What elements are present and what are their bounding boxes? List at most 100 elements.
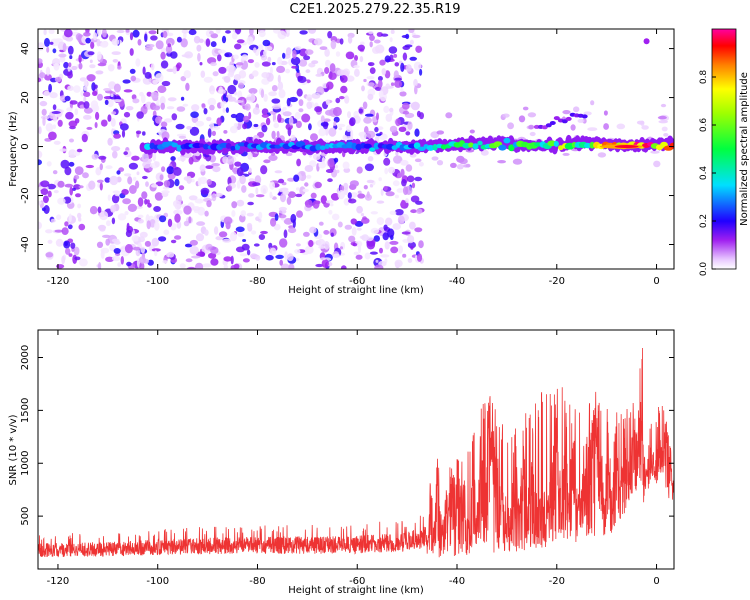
spectrogram-noise-blob (360, 131, 367, 141)
spectrogram-noise-blob (89, 64, 96, 69)
spectrogram-panel: -120 -100 -80 -60 -40 -20 0 -40 -20 0 20 40 Height… (8, 28, 675, 296)
spectrogram-noise-blob (362, 101, 368, 110)
spectrogram-noise-blob (196, 221, 206, 226)
spectrogram-noise-blob (395, 151, 399, 156)
spectrogram-noise-blob (445, 112, 453, 119)
spectrogram-band-core (171, 142, 178, 148)
spectrogram-noise-blob (124, 244, 133, 254)
spectrogram-noise-blob (366, 130, 376, 139)
spectrogram-noise-blob (205, 38, 211, 47)
spectrogram-noise-blob (361, 217, 370, 224)
spectrogram-noise-blob (287, 253, 294, 262)
snr-panel: -120 -100 -80 -60 -40 -20 0 500 1000 1500 2000 He… (8, 329, 675, 596)
spectrogram-noise-blob (41, 108, 47, 116)
spectrogram-band-core (324, 143, 330, 149)
spectrogram-noise-blob (91, 106, 98, 111)
spectrogram-noise-blob (315, 263, 324, 268)
spectrogram-noise-blob (397, 172, 403, 179)
spectrogram-noise-blob (176, 36, 182, 43)
spectrogram-noise-blob (167, 97, 177, 102)
spectrogram-noise-blob (67, 45, 74, 55)
spectrogram-noise-blob (142, 160, 152, 169)
spectrogram-noise-blob (282, 106, 287, 111)
spectrogram-noise-blob (308, 29, 317, 34)
spectrogram-noise-blob (283, 229, 288, 239)
spectrogram-noise-blob (285, 152, 293, 157)
spectrogram-noise-blob (349, 180, 359, 187)
spectrogram-noise-blob (53, 62, 60, 71)
spectrogram-noise-blob (301, 113, 311, 123)
spectrogram-noise-blob (380, 254, 390, 258)
spectrogram-noise-blob (110, 117, 116, 127)
spectrogram-noise-blob (123, 151, 128, 156)
spectrogram-noise-blob (83, 114, 92, 120)
spectrogram-noise-blob (394, 62, 400, 67)
spectrogram-noise-blob (431, 156, 439, 161)
spectrogram-noise-blob (241, 185, 247, 193)
spectrogram-noise-blob (278, 214, 287, 219)
spectrogram-noise-blob (273, 122, 280, 129)
spectrogram-noise-blob (176, 62, 182, 69)
spectrogram-noise-blob (68, 120, 78, 128)
spectrogram-noise-blob (335, 169, 340, 174)
spectrogram-noise-blob (295, 120, 302, 129)
spectrogram-noise-blob (201, 103, 206, 108)
spectrogram-noise-blob (96, 38, 101, 47)
spectrogram-noise-blob (60, 159, 70, 169)
spectrogram-noise-blob (269, 191, 273, 198)
spectrogram-noise-blob (129, 185, 137, 194)
spectrogram-noise-blob (102, 234, 111, 238)
spectrogram-noise-blob (112, 99, 122, 103)
spectrogram-noise-blob (277, 113, 282, 123)
spectrogram-noise-blob (357, 193, 366, 199)
spectrogram-noise-blob (414, 85, 418, 95)
spectrogram-noise-blob (369, 34, 375, 42)
spectrogram-noise-blob (264, 45, 273, 51)
spectrogram-noise-blob (358, 108, 363, 114)
spectrogram-noise-blob (38, 58, 43, 64)
snr-x-tick-label: -120 (47, 576, 70, 587)
spectrogram-noise-blob (370, 211, 378, 215)
spectrogram-noise-blob (74, 108, 79, 116)
spectrogram-noise-blob (278, 206, 287, 211)
spectrogram-noise-blob (65, 247, 71, 255)
snr-y-ticks: 500 1000 1500 2000 (20, 345, 674, 526)
spectrogram-noise-blob (215, 192, 223, 198)
spectrogram-noise-blob (197, 177, 202, 187)
spectrogram-band-core (230, 145, 236, 151)
spectrogram-noise-blob (74, 256, 81, 261)
spectrogram-noise-blob (364, 113, 374, 117)
spectrogram-noise-blob (328, 127, 337, 137)
spectrogram-noise-blob (97, 93, 103, 101)
spectrogram-noise-blob (59, 148, 68, 152)
spectrogram-noise-blob (261, 124, 268, 133)
spectrogram-noise-blob (218, 66, 227, 74)
spectrogram-noise-blob (246, 222, 253, 229)
spectrogram-noise-blob (83, 107, 93, 114)
spectrogram-noise-blob (194, 198, 204, 204)
spectrogram-band-core (144, 143, 152, 150)
spectrogram-noise-blob (379, 59, 386, 66)
spectrogram-noise-blob (389, 107, 394, 113)
spectrogram-noise-blob (183, 220, 190, 227)
spectrogram-noise-blob (343, 182, 349, 191)
spectrogram-noise-blob (276, 130, 280, 138)
spectrogram-noise-blob (137, 197, 144, 207)
spectrogram-noise-blob (369, 67, 376, 74)
spectrogram-noise-blob (616, 123, 626, 130)
spectrogram-noise-blob (69, 55, 73, 60)
spectrogram-noise-blob (379, 247, 383, 254)
colorbar-tick-label: 0.6 (699, 118, 709, 133)
spectrogram-noise-blob (104, 177, 111, 183)
spectrogram-noise-blob (407, 235, 415, 244)
spectrogram-noise-blob (152, 152, 157, 162)
spectrogram-noise-blob (295, 193, 303, 198)
spectrogram-noise-blobs (38, 29, 674, 269)
spectrogram-noise-blob (163, 229, 170, 235)
spectrogram-noise-blob (111, 217, 116, 225)
spectrogram-noise-blob (416, 208, 423, 214)
spectrogram-noise-blob (200, 70, 206, 78)
spectrogram-noise-blob (268, 91, 277, 97)
spectrogram-y-ticks: -40 -20 0 20 40 (20, 42, 674, 253)
spectrogram-band-core (225, 143, 232, 149)
